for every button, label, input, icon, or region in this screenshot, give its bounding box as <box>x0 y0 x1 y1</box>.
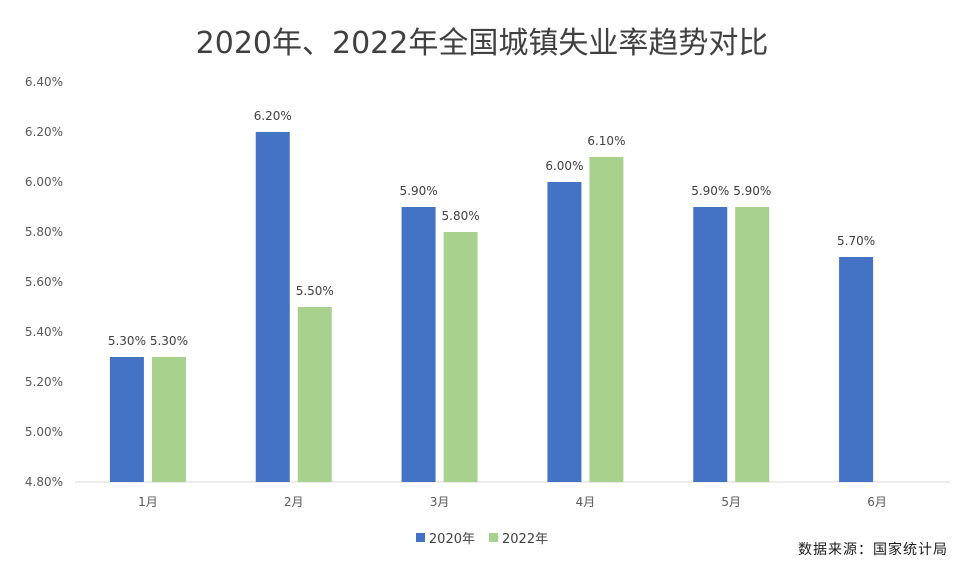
data-label: 5.80% <box>442 209 480 223</box>
data-label: 6.10% <box>587 134 625 148</box>
y-tick-label: 5.40% <box>25 325 63 339</box>
bar <box>443 232 478 482</box>
y-tick-label: 4.80% <box>25 475 63 489</box>
y-tick-label: 6.40% <box>25 75 63 89</box>
data-label: 5.90% <box>691 184 729 198</box>
data-label: 5.30% <box>108 334 146 348</box>
legend-item-2022: 2022年 <box>489 528 548 547</box>
x-tick-label: 6月 <box>867 495 887 509</box>
y-tick-label: 5.20% <box>25 375 63 389</box>
bar <box>401 207 436 482</box>
data-label: 6.00% <box>545 159 583 173</box>
data-label: 5.90% <box>733 184 771 198</box>
x-tick-label: 5月 <box>721 495 741 509</box>
bar <box>839 257 874 482</box>
bar <box>255 132 290 482</box>
legend-swatch-2020 <box>415 533 425 542</box>
x-tick-label: 2月 <box>284 495 304 509</box>
legend-label-2020: 2020年 <box>428 532 475 547</box>
bar <box>109 357 144 482</box>
legend-item-2020: 2020年 <box>415 528 475 547</box>
x-tick-label: 1月 <box>138 495 158 509</box>
x-tick-label: 4月 <box>576 495 596 509</box>
bar <box>547 182 582 482</box>
chart-title: 2020年、2022年全国城镇失业率趋势对比 <box>195 26 769 61</box>
bar <box>297 307 332 482</box>
data-label: 5.50% <box>296 284 334 298</box>
y-tick-label: 6.00% <box>25 175 63 189</box>
bar <box>693 207 728 482</box>
legend: 2020年 2022年 <box>0 528 964 547</box>
data-label: 5.30% <box>150 334 188 348</box>
y-tick-label: 5.80% <box>25 225 63 239</box>
legend-swatch-2022 <box>489 533 498 542</box>
data-label: 5.70% <box>837 234 875 248</box>
y-tick-label: 5.60% <box>25 275 63 289</box>
legend-label-2022: 2022年 <box>502 532 549 547</box>
bar <box>589 157 624 482</box>
bar <box>735 207 770 482</box>
y-tick-label: 5.00% <box>25 425 63 439</box>
bar <box>151 357 186 482</box>
y-tick-label: 6.20% <box>25 125 63 139</box>
data-label: 5.90% <box>400 184 438 198</box>
data-label: 6.20% <box>254 109 292 123</box>
source-note: 数据来源：国家统计局 <box>798 542 948 558</box>
x-tick-label: 3月 <box>430 495 450 509</box>
